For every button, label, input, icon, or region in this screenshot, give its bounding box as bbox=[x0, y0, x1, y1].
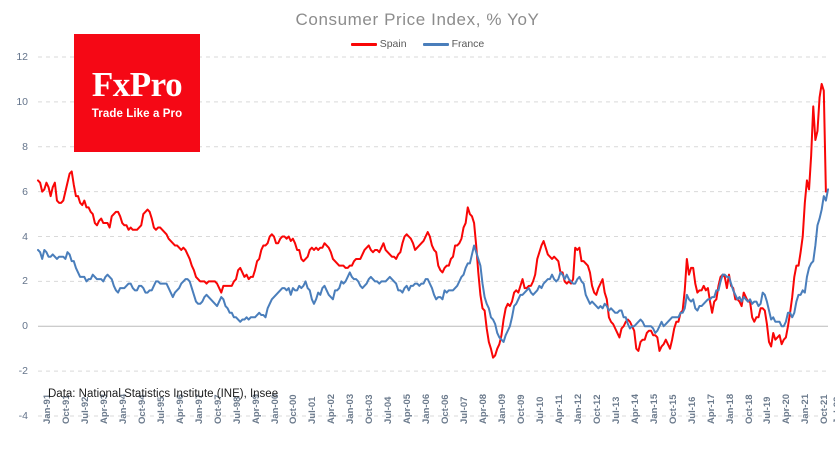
legend-label-spain: Spain bbox=[379, 38, 407, 50]
y-axis-tick-label: -2 bbox=[18, 365, 28, 378]
logo-wordmark: FxPro bbox=[91, 64, 183, 104]
fxpro-logo: FxPro Trade Like a Pro bbox=[74, 34, 200, 152]
legend-swatch-spain bbox=[350, 42, 377, 46]
legend-label-france: France bbox=[451, 38, 485, 50]
series-line-france bbox=[37, 188, 829, 343]
logo-tagline: Trade Like a Pro bbox=[91, 107, 183, 120]
y-axis-tick-label: 10 bbox=[16, 95, 28, 108]
series-lines bbox=[37, 82, 829, 359]
series-line-spain bbox=[37, 82, 827, 359]
page-title: Consumer Price Index, % YoY bbox=[295, 10, 540, 29]
y-axis-tick-label: 8 bbox=[22, 140, 28, 153]
y-axis-tick-label: 4 bbox=[22, 230, 28, 243]
legend-item-france[interactable]: France bbox=[422, 38, 485, 50]
y-axis-tick-label: 2 bbox=[22, 275, 28, 288]
y-axis-tick-label: 12 bbox=[16, 51, 28, 63]
legend-item-spain[interactable]: Spain bbox=[350, 38, 407, 50]
y-axis-tick-label: 6 bbox=[22, 185, 28, 198]
y-axis-tick-label: -4 bbox=[18, 410, 28, 422]
y-axis-tick-label: 0 bbox=[22, 320, 28, 333]
gridlines bbox=[38, 56, 828, 417]
chart-legend: Spain France bbox=[0, 38, 835, 50]
legend-swatch-france bbox=[422, 42, 449, 46]
source-note: Data: National Statistics Institute (INE… bbox=[48, 388, 279, 400]
